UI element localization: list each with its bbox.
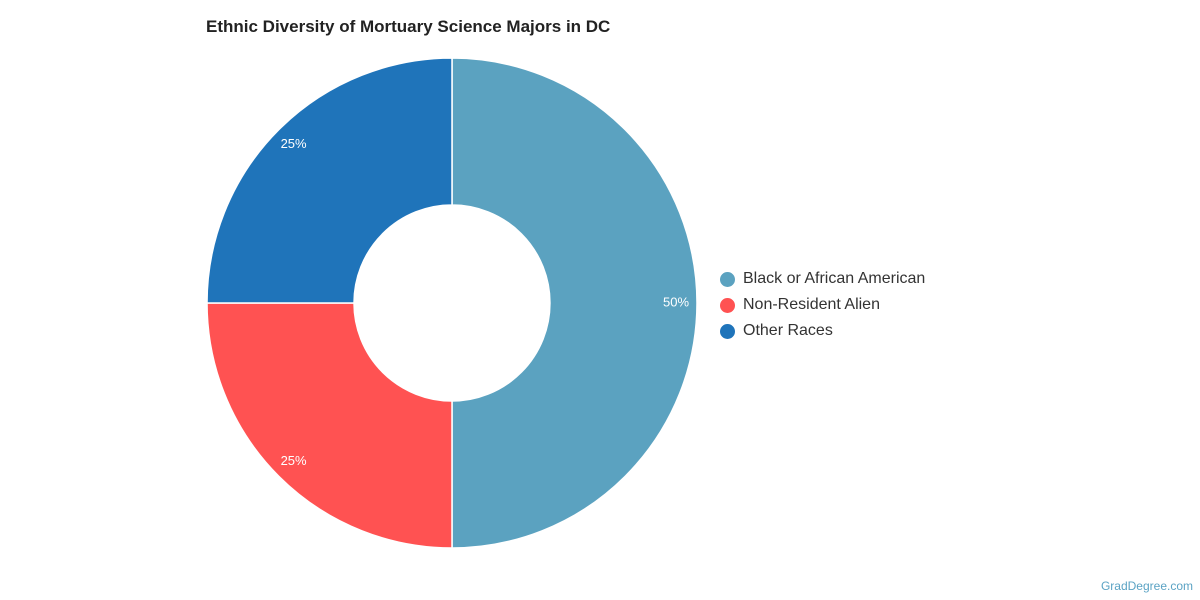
slice-non-resident-alien[interactable] — [206, 302, 453, 549]
slice-black-or-african-american[interactable] — [451, 57, 698, 549]
legend-label: Black or African American — [743, 270, 926, 287]
legend-label: Other Races — [743, 322, 833, 339]
chart-title: Ethnic Diversity of Mortuary Science Maj… — [206, 17, 611, 36]
legend-item-black-or-african-american[interactable]: Black or African American — [720, 266, 925, 292]
legend-item-other-races[interactable]: Other Races — [720, 318, 925, 344]
legend-label: Non-Resident Alien — [743, 296, 880, 313]
source-credit[interactable]: GradDegree.com — [1100, 579, 1193, 593]
legend-item-non-resident-alien[interactable]: Non-Resident Alien — [720, 292, 925, 318]
slice-label-black-or-african-american: 50% — [663, 294, 689, 309]
legend: Black or African American Non-Resident Al… — [720, 266, 925, 344]
slice-other-races[interactable] — [206, 57, 453, 304]
slice-label-non-resident-alien: 25% — [281, 453, 307, 468]
legend-swatch — [720, 323, 735, 339]
legend-swatch — [720, 297, 735, 313]
legend-swatch — [720, 271, 735, 287]
slice-label-other-races: 25% — [281, 136, 307, 151]
